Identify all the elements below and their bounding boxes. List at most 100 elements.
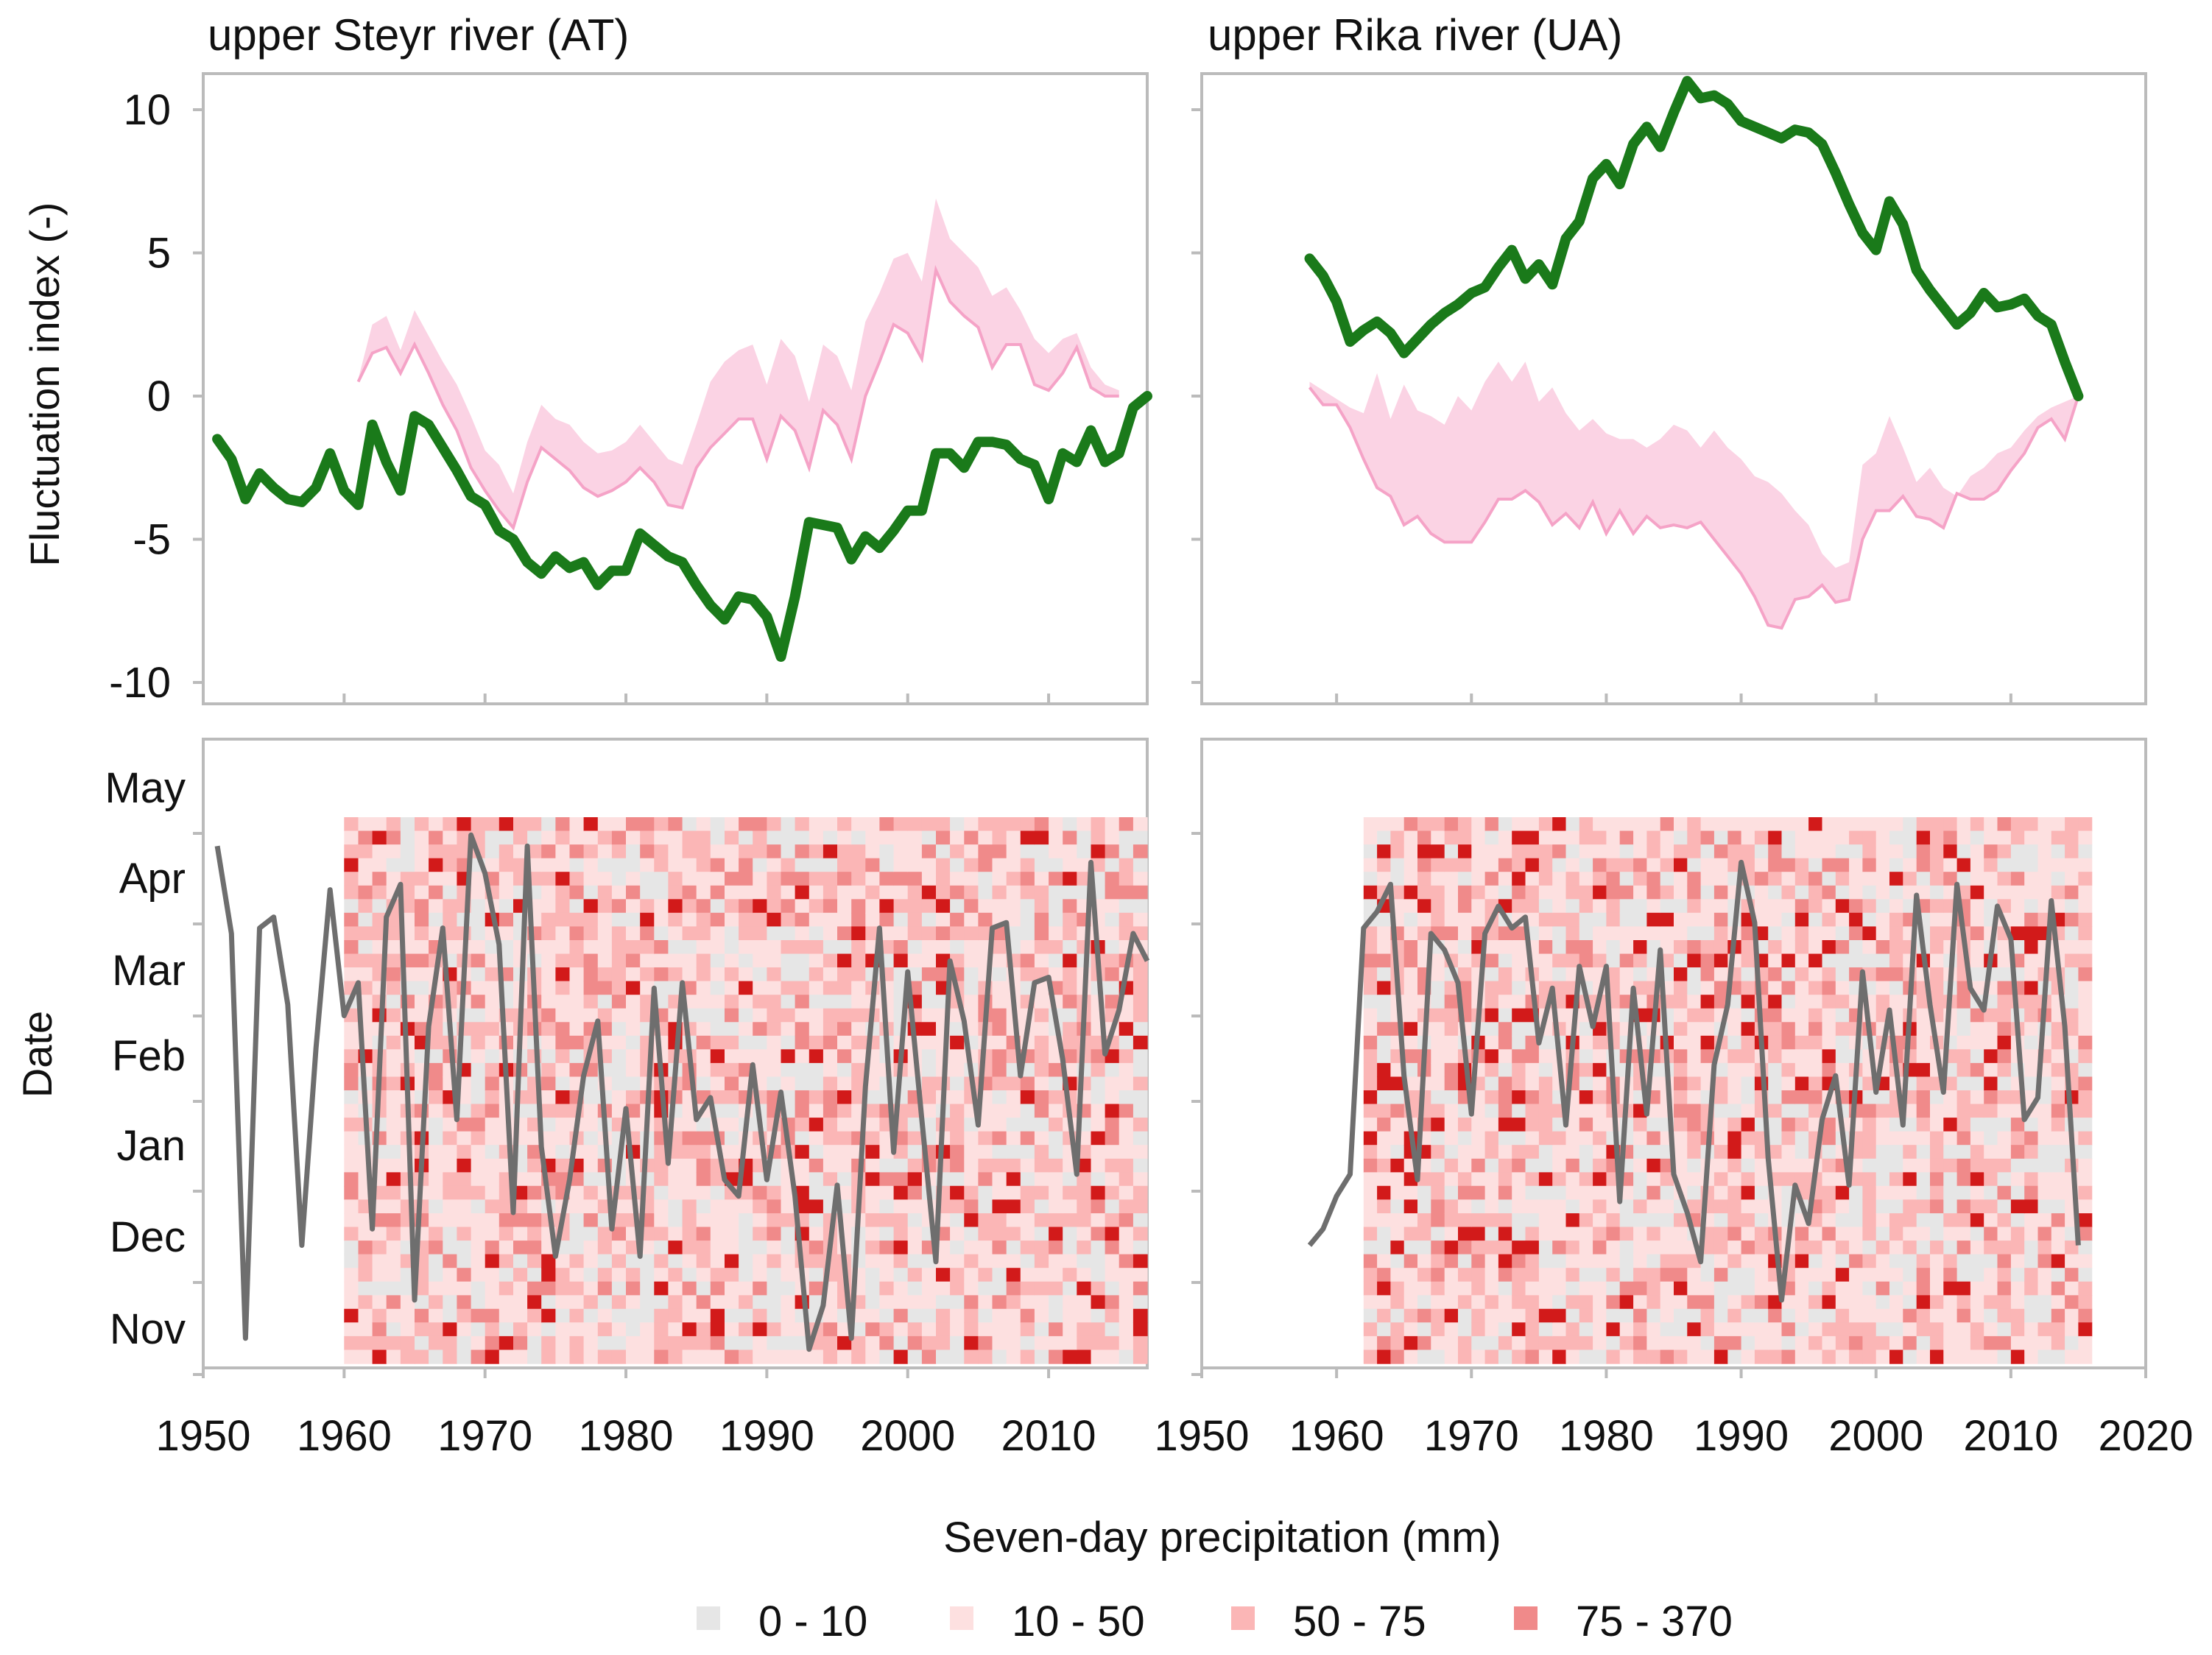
heat-cell (1538, 1090, 1553, 1105)
heat-cell (781, 912, 796, 927)
heat-cell (1431, 981, 1445, 995)
heat-cell (893, 1281, 909, 1296)
heat-cell (1444, 981, 1459, 995)
heat-cell (710, 1022, 725, 1037)
heat-cell (471, 1185, 486, 1200)
heat-cell (1579, 1322, 1593, 1337)
heat-cell (1875, 1090, 1890, 1105)
heat-cell (837, 1062, 852, 1078)
heat-cell (1034, 1308, 1049, 1323)
heat-cell (1133, 844, 1148, 859)
heat-cell (1006, 1104, 1021, 1118)
heat-cell (471, 1049, 486, 1064)
heat-cell (879, 1268, 895, 1282)
heat-cell (1458, 1281, 1472, 1296)
heat-cell (809, 1035, 824, 1050)
heat-cell (344, 926, 359, 941)
heat-cell (443, 1131, 457, 1146)
heat-cell (1849, 1295, 1863, 1310)
heat-cell (1970, 1281, 1984, 1296)
heat-cell (1619, 1254, 1634, 1268)
heat-cell (1849, 967, 1863, 982)
heat-cell (344, 1035, 359, 1050)
heat-cell (1091, 1131, 1106, 1146)
heat-cell (1512, 1049, 1526, 1064)
heat-cell (1781, 1022, 1796, 1037)
heat-cell (1565, 899, 1580, 914)
heat-cell (1377, 912, 1391, 927)
heat-cell (1363, 940, 1378, 955)
heat-cell (1687, 844, 1702, 859)
heat-cell (1363, 953, 1378, 968)
heat-cell (1444, 1308, 1459, 1323)
heat-cell (1133, 1185, 1148, 1200)
heat-cell (1754, 899, 1769, 914)
y-tick-label: 0 (147, 373, 171, 420)
heat-cell (1889, 1254, 1903, 1268)
heat-cell (1484, 1268, 1499, 1282)
heat-cell (1565, 830, 1580, 845)
heat-cell (1781, 817, 1796, 832)
heat-cell (1741, 1076, 1755, 1091)
heat-cell (583, 872, 599, 886)
heat-cell (1133, 817, 1148, 832)
heat-cell (1943, 1076, 1958, 1091)
heat-cell (668, 1254, 683, 1268)
heat-cell (344, 1199, 359, 1214)
heat-cell (992, 1062, 1007, 1078)
heat-cell (541, 981, 556, 995)
heat-cell (851, 817, 866, 832)
heat-cell (907, 1145, 923, 1160)
heat-cell (1781, 1349, 1796, 1364)
heat-cell (1458, 967, 1472, 982)
heat-cell (1849, 1281, 1863, 1296)
heat-cell (1105, 1158, 1120, 1173)
heat-cell (1862, 858, 1877, 872)
heat-cell (2010, 1213, 2025, 1228)
heat-cell (753, 1268, 767, 1282)
heat-cell (471, 1172, 486, 1187)
heat-cell (907, 1227, 923, 1241)
heat-cell (1077, 1308, 1091, 1323)
heat-cell (795, 1090, 810, 1105)
heat-cell (1538, 1335, 1553, 1351)
heat-cell (837, 899, 852, 914)
heat-cell (1889, 1241, 1903, 1255)
heat-cell (1020, 844, 1035, 859)
heat-cell (1768, 1076, 1783, 1091)
heat-cell (358, 817, 373, 832)
heat-cell (1105, 1241, 1120, 1255)
heat-cell (1930, 1227, 1944, 1241)
heat-cell (1903, 1118, 1917, 1132)
heat-cell (1119, 1158, 1134, 1173)
heat-cell (527, 830, 542, 845)
heat-cell (1363, 885, 1378, 900)
heat-cell (1484, 1049, 1499, 1064)
heat-cell (725, 1131, 739, 1146)
heat-cell (485, 844, 500, 859)
heat-cell (1498, 1349, 1512, 1364)
heat-cell (823, 967, 838, 982)
heat-cell (1727, 1118, 1742, 1132)
heat-cell (2024, 1322, 2039, 1337)
heat-cell (471, 940, 486, 955)
heat-cell (767, 1199, 782, 1214)
heat-cell (978, 1131, 993, 1146)
heat-cell (1593, 1062, 1607, 1078)
heat-cell (1674, 1254, 1688, 1268)
heat-cell (1034, 1104, 1049, 1118)
heat-cell (1444, 1145, 1459, 1160)
heat-cell (611, 885, 627, 900)
heat-cell (1970, 858, 1984, 872)
heat-cell (1930, 1213, 1944, 1228)
heat-cell (936, 1295, 951, 1310)
heat-cell (1822, 817, 1836, 832)
heat-cell (1133, 1268, 1148, 1282)
heat-cell (710, 1254, 725, 1268)
heat-cell (753, 817, 767, 832)
heat-cell (1593, 1022, 1607, 1037)
heat-cell (597, 953, 613, 968)
heat-cell (668, 926, 683, 941)
heat-cell (950, 1104, 965, 1118)
heat-cell (611, 1295, 627, 1310)
